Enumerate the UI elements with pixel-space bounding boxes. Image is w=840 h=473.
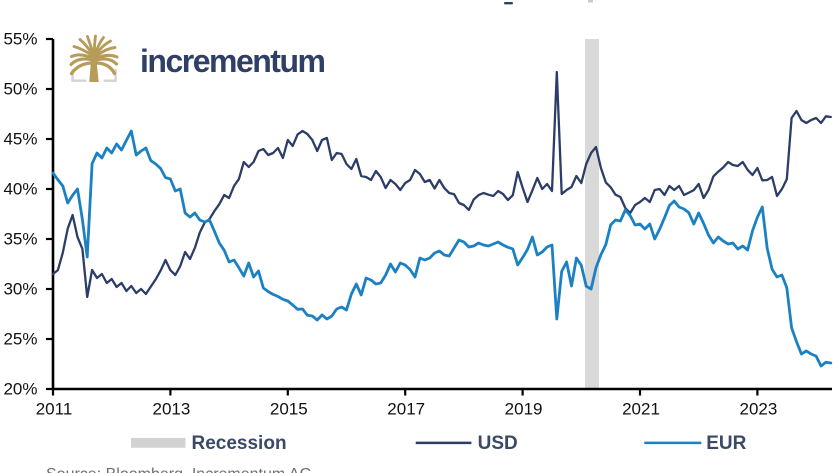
svg-text:50%: 50% — [3, 80, 37, 99]
svg-text:incrementum: incrementum — [140, 43, 324, 79]
svg-text:EUR: EUR — [706, 433, 746, 454]
svg-text:20%: 20% — [3, 380, 37, 399]
svg-text:40%: 40% — [3, 180, 37, 199]
svg-text:Recession: Recession — [192, 433, 287, 454]
svg-text:35%: 35% — [3, 230, 37, 249]
svg-text:USD: USD — [478, 433, 518, 454]
svg-text:25%: 25% — [3, 330, 37, 349]
svg-text:2019: 2019 — [505, 400, 543, 419]
svg-text:2011: 2011 — [36, 400, 73, 419]
svg-text:30%: 30% — [3, 280, 37, 299]
svg-text:55%: 55% — [3, 30, 37, 49]
svg-text:45%: 45% — [3, 130, 37, 149]
svg-text:2013: 2013 — [152, 400, 190, 419]
svg-text:Source: Bloomberg, Incrementum: Source: Bloomberg, Incrementum AG — [46, 466, 312, 473]
svg-text:2023: 2023 — [739, 400, 777, 419]
svg-text:2021: 2021 — [622, 400, 660, 419]
svg-text:2015: 2015 — [270, 400, 308, 419]
svg-text:2017: 2017 — [387, 400, 425, 419]
